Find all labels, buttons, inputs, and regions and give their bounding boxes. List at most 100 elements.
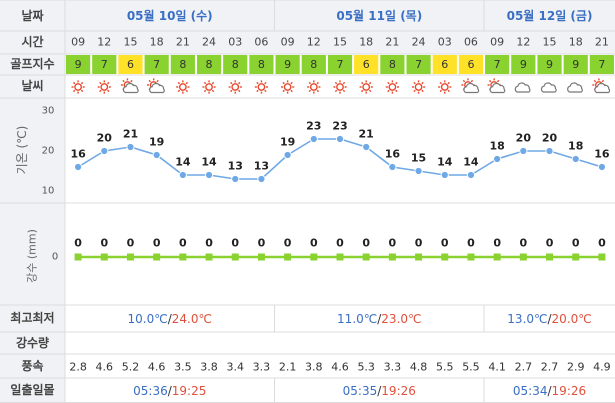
hour-label: 06 (254, 36, 268, 49)
sun-icon (281, 80, 295, 94)
precipitation-point (205, 253, 213, 261)
temperature-axis-label: 기온 (℃) (15, 126, 29, 175)
temperature-data-label: 23 (306, 120, 321, 133)
precipitation-point (546, 253, 554, 261)
golf-index-value: 7 (598, 58, 605, 71)
golf-index-cell (458, 55, 484, 74)
golf-index-value: 8 (179, 58, 186, 71)
temperature-data-label: 13 (254, 160, 269, 173)
golf-index-value: 7 (153, 58, 160, 71)
hour-label: 21 (176, 36, 190, 49)
temperature-data-label: 21 (123, 128, 138, 141)
hour-label: 09 (490, 36, 504, 49)
temperature-data-label: 19 (280, 136, 295, 149)
precipitation-point (467, 253, 475, 261)
day-header: 05월 12일 (금) (507, 8, 593, 23)
hour-label: 09 (281, 36, 295, 49)
weather-label: 날씨 (21, 79, 43, 93)
day-header: 05월 10일 (수) (127, 8, 213, 23)
precipitation-data-label: 0 (310, 237, 318, 250)
golf-index-cell (327, 55, 353, 74)
temperature-data-label: 18 (489, 140, 504, 153)
golf-index-cell (563, 55, 588, 74)
golf-index-cell (92, 55, 117, 74)
golf-index-cell (170, 55, 195, 74)
golf-index-value: 7 (415, 58, 422, 71)
min-temperature: 11.0℃ (337, 312, 377, 326)
golf-index-value: 8 (310, 58, 317, 71)
sunset-time: 19:26 (552, 384, 587, 398)
precipitation-data-label: 0 (467, 237, 475, 250)
sun-icon (438, 80, 452, 94)
temperature-point (440, 170, 449, 180)
temperature-separator: / (377, 312, 382, 326)
temperature-point (178, 170, 187, 180)
sunrise-time: 05:35 (343, 384, 378, 398)
minmax-label: 최고최저 (10, 310, 54, 325)
temperature-data-label: 14 (201, 156, 217, 169)
wind-speed-value: 4.6 (96, 361, 114, 374)
partly-cloudy-icon (147, 78, 165, 94)
golf-index-cell (537, 55, 562, 74)
wind-speed-value: 5.3 (357, 361, 375, 374)
temperature-point (388, 162, 397, 172)
precipitation-data-label: 0 (153, 237, 161, 250)
sun-icon (307, 80, 321, 94)
hour-label: 18 (359, 36, 373, 49)
golf-index-value: 9 (546, 58, 553, 71)
precipitation-data-label: 0 (441, 237, 449, 250)
sunrise-sunset-time: 05:35/19:26 (343, 384, 416, 398)
hour-label: 12 (97, 36, 111, 49)
hour-label: 15 (123, 36, 137, 49)
wind-speed-value: 4.8 (410, 361, 428, 374)
sun-icon (202, 80, 216, 94)
wind-speed-value: 5.5 (436, 361, 454, 374)
golf-label-background (0, 54, 65, 75)
day-header: 05월 11일 (목) (336, 8, 422, 23)
sun-icon (385, 80, 399, 94)
sun-icon (71, 80, 85, 94)
golf-index-cell (275, 55, 300, 74)
wind-speed-value: 5.5 (462, 361, 480, 374)
golf-index-cell (380, 55, 405, 74)
temperature-data-label: 20 (97, 132, 113, 145)
precipitation-point (493, 253, 501, 261)
cloud-icon (540, 82, 557, 93)
temperature-data-label: 23 (332, 120, 347, 133)
temperature-data-label: 14 (437, 156, 453, 169)
hour-label: 03 (228, 36, 242, 49)
precipitation-data-label: 0 (493, 237, 501, 250)
wind-speed-value: 2.1 (279, 361, 297, 374)
golf-index-cell (406, 55, 431, 74)
golf-index-value: 9 (75, 58, 82, 71)
partly-cloudy-icon (592, 78, 611, 94)
golf-index-value: 9 (520, 58, 527, 71)
temperature-point (257, 174, 266, 184)
wind-speed-value: 3.8 (305, 361, 323, 374)
hour-label: 24 (412, 36, 426, 49)
precipitation-point (388, 253, 396, 261)
golf-index-cell (485, 55, 510, 74)
temperature-data-label: 21 (359, 128, 374, 141)
hour-label: 12 (516, 36, 530, 49)
golf-index-cell (511, 55, 536, 74)
temperature-point (597, 162, 607, 172)
sunrise-sunset-label: 일출일몰 (10, 382, 54, 397)
precipitation-point (100, 253, 108, 261)
temperature-tick-label: 30 (42, 106, 55, 117)
golf-index-value: 7 (101, 58, 108, 71)
wind-speed-value: 3.3 (384, 361, 402, 374)
min-max-temperature: 11.0℃/23.0℃ (337, 312, 421, 326)
wind-speed-value: 4.9 (593, 361, 611, 374)
precipitation-point (362, 253, 370, 261)
temperature-data-label: 20 (516, 132, 532, 145)
precipitation-point (572, 253, 580, 261)
precipitation-data-label: 0 (258, 237, 266, 250)
sun-icon (176, 80, 190, 94)
sunset-time: 19:25 (172, 384, 207, 398)
temperature-point (126, 142, 135, 152)
precipitation-data-label: 0 (205, 237, 213, 250)
precipitation-data-label: 0 (231, 237, 239, 250)
